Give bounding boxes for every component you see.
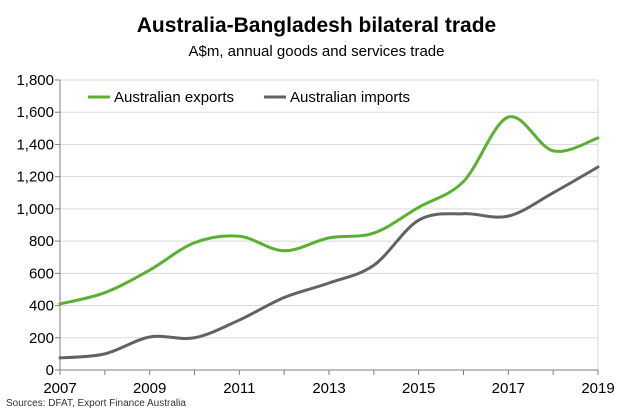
chart-subtitle: A$m, annual goods and services trade — [188, 43, 445, 60]
y-tick-label: 0 — [46, 362, 54, 379]
x-tick-label: 2007 — [43, 380, 76, 397]
x-axis-ticks: 2007 2009 2011 2013 2015 2017 2019 — [43, 370, 615, 397]
x-tick-label: 2015 — [402, 380, 435, 397]
x-tick-label: 2017 — [492, 380, 525, 397]
x-tick-label: 2013 — [312, 380, 345, 397]
chart-title: Australia-Bangladesh bilateral trade — [136, 14, 497, 37]
legend: Australian exports Australian imports — [88, 89, 410, 106]
x-tick-label: 2009 — [133, 380, 166, 397]
imports-line — [58, 165, 600, 360]
legend-label-imports: Australian imports — [290, 89, 410, 106]
gridlines — [60, 79, 598, 339]
y-tick-label: 1,800 — [16, 72, 54, 89]
source-note: Sources: DFAT, Export Finance Australia — [6, 398, 186, 409]
series-lines — [58, 115, 600, 360]
y-tick-label: 800 — [29, 233, 54, 250]
x-tick-label: 2011 — [223, 380, 255, 397]
y-tick-label: 600 — [29, 265, 54, 282]
y-tick-label: 1,000 — [16, 201, 54, 218]
y-axis-ticks: 0 200 400 600 800 1,000 1,200 1,400 1,600 1,800 — [16, 72, 60, 379]
exports-line — [58, 115, 600, 306]
y-tick-label: 1,600 — [16, 104, 54, 121]
y-tick-label: 1,400 — [16, 136, 54, 153]
y-tick-label: 200 — [29, 330, 54, 347]
x-tick-label: 2019 — [581, 380, 614, 397]
y-tick-label: 400 — [29, 298, 54, 315]
y-tick-label: 1,200 — [16, 169, 54, 186]
axes — [59, 80, 599, 371]
legend-label-exports: Australian exports — [114, 89, 234, 106]
